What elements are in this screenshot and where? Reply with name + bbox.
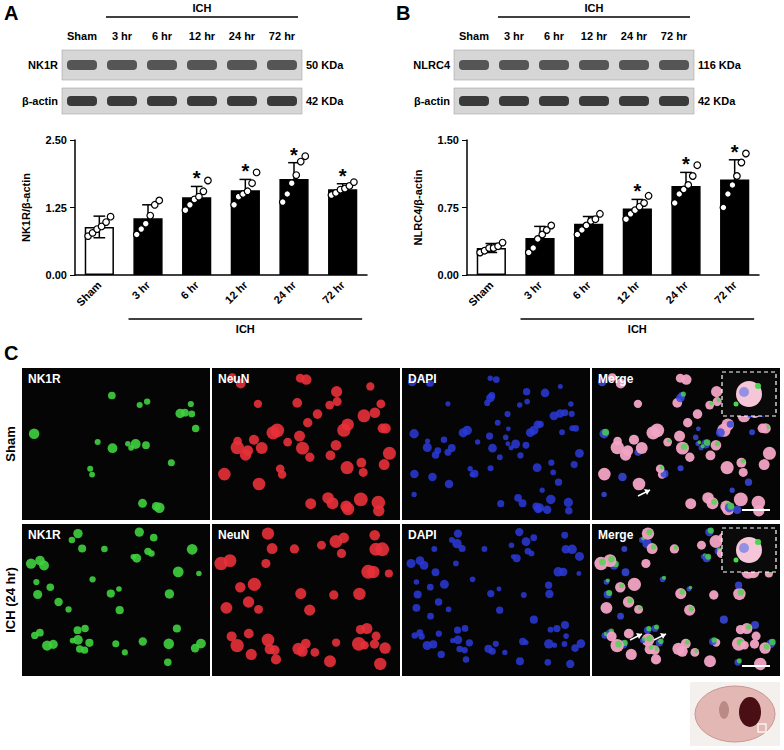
svg-text:1.50: 1.50 <box>438 134 459 146</box>
svg-text:Sham: Sham <box>3 426 18 461</box>
svg-text:NLRC4/β-actin: NLRC4/β-actin <box>412 169 424 245</box>
svg-text:*: * <box>633 180 641 202</box>
svg-text:12 hr: 12 hr <box>581 30 608 42</box>
svg-text:6 hr: 6 hr <box>544 30 565 42</box>
svg-text:*: * <box>290 144 298 166</box>
svg-text:3 hr: 3 hr <box>130 278 153 301</box>
svg-text:NeuN: NeuN <box>218 528 249 542</box>
svg-text:Sham: Sham <box>67 30 97 42</box>
svg-text:0.75: 0.75 <box>438 202 459 214</box>
svg-text:Sham: Sham <box>466 279 496 309</box>
svg-text:3 hr: 3 hr <box>504 30 525 42</box>
svg-text:42 KDa: 42 KDa <box>306 95 344 107</box>
svg-text:72 hr: 72 hr <box>661 30 688 42</box>
svg-text:2.50: 2.50 <box>46 134 67 146</box>
svg-text:ICH: ICH <box>628 323 647 335</box>
svg-text:ICH: ICH <box>585 2 604 14</box>
svg-text:6 hr: 6 hr <box>570 278 593 301</box>
svg-text:*: * <box>682 153 690 175</box>
svg-text:Merge: Merge <box>598 528 634 542</box>
svg-text:ICH: ICH <box>193 2 212 14</box>
svg-text:Merge: Merge <box>598 372 634 386</box>
svg-text:C: C <box>4 342 18 364</box>
svg-text:3 hr: 3 hr <box>112 30 133 42</box>
svg-text:DAPI: DAPI <box>408 528 437 542</box>
svg-text:6 hr: 6 hr <box>152 30 173 42</box>
svg-text:3 hr: 3 hr <box>522 278 545 301</box>
svg-text:24 hr: 24 hr <box>621 30 648 42</box>
svg-text:A: A <box>4 2 18 24</box>
svg-text:NK1R: NK1R <box>28 528 61 542</box>
svg-text:12 hr: 12 hr <box>223 278 251 306</box>
svg-text:β-actin: β-actin <box>22 95 58 107</box>
svg-text:*: * <box>339 165 347 187</box>
svg-text:NK1R: NK1R <box>28 59 58 71</box>
svg-text:NeuN: NeuN <box>218 372 249 386</box>
svg-text:24 hr: 24 hr <box>271 278 299 306</box>
svg-text:Sham: Sham <box>459 30 489 42</box>
svg-text:DAPI: DAPI <box>408 372 437 386</box>
svg-text:72 hr: 72 hr <box>712 278 740 306</box>
svg-text:1.25: 1.25 <box>46 202 67 214</box>
svg-text:12 hr: 12 hr <box>189 30 216 42</box>
svg-text:72 hr: 72 hr <box>320 278 348 306</box>
svg-text:ICH (24 hr): ICH (24 hr) <box>3 567 18 633</box>
svg-text:42 KDa: 42 KDa <box>698 95 736 107</box>
svg-text:0.00: 0.00 <box>438 269 459 281</box>
svg-text:6 hr: 6 hr <box>178 278 201 301</box>
svg-text:NK1R/β-actin: NK1R/β-actin <box>20 173 32 242</box>
svg-text:50 KDa: 50 KDa <box>306 59 344 71</box>
svg-text:72 hr: 72 hr <box>269 30 296 42</box>
svg-text:β-actin: β-actin <box>414 95 450 107</box>
svg-text:B: B <box>396 2 410 24</box>
svg-text:12 hr: 12 hr <box>615 278 643 306</box>
svg-text:24 hr: 24 hr <box>229 30 256 42</box>
svg-text:*: * <box>731 141 739 163</box>
svg-text:NK1R: NK1R <box>28 372 61 386</box>
svg-text:Sham: Sham <box>74 279 104 309</box>
svg-text:NLRC4: NLRC4 <box>413 59 451 71</box>
svg-text:ICH: ICH <box>236 323 255 335</box>
svg-text:0.00: 0.00 <box>46 269 67 281</box>
svg-text:116 KDa: 116 KDa <box>698 59 742 71</box>
svg-text:24 hr: 24 hr <box>663 278 691 306</box>
svg-text:*: * <box>193 167 201 189</box>
svg-text:*: * <box>241 160 249 182</box>
